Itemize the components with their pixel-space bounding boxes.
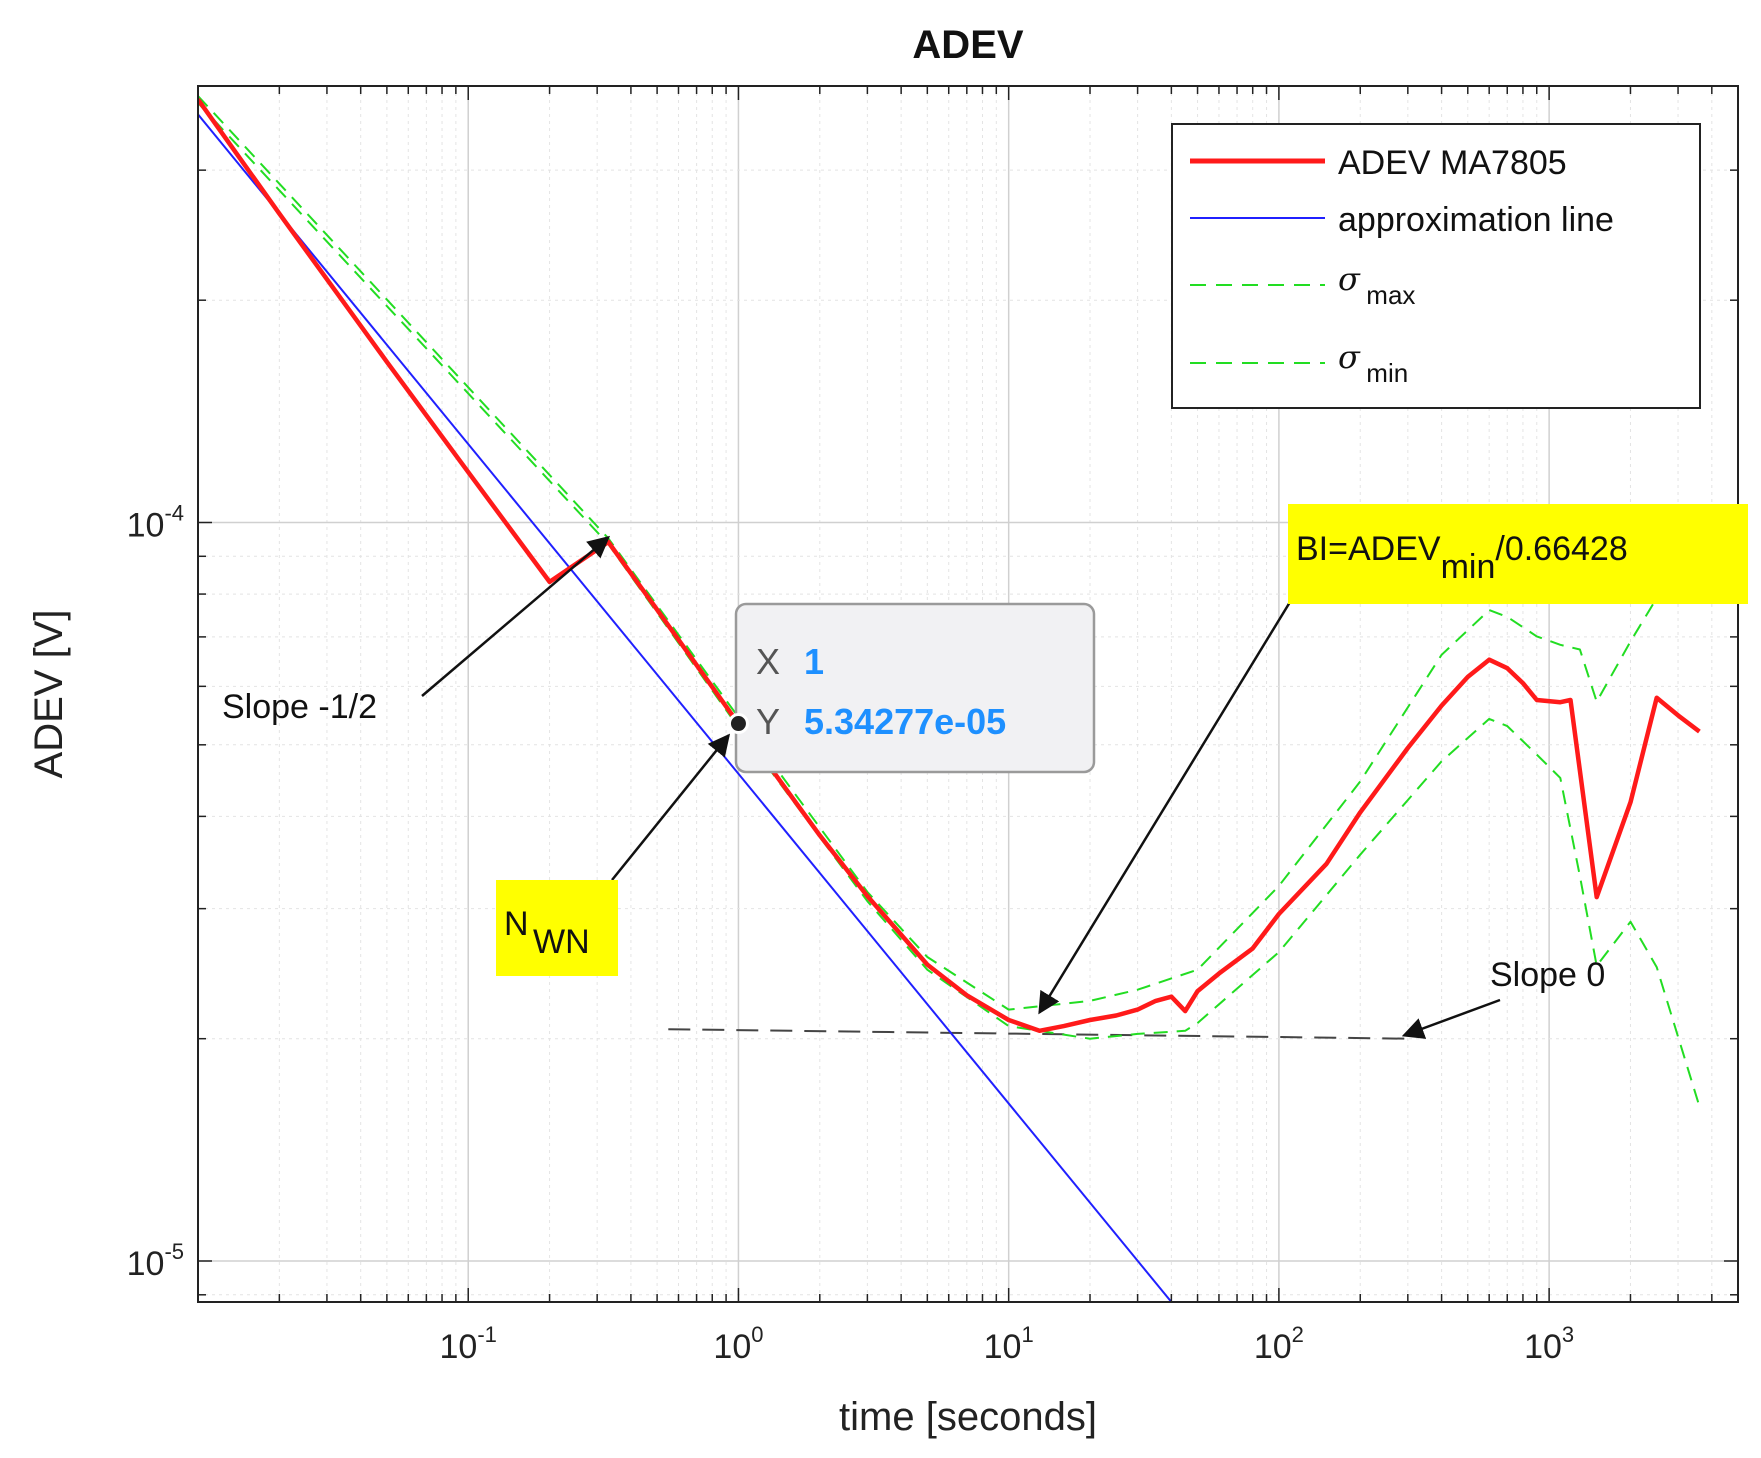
annotation-nwn-sub: WN <box>533 923 590 961</box>
annotations: Slope -1/2 N WN BI=ADEVmin/0.66428 Slope… <box>222 504 1748 1039</box>
y-tick-exponent: -5 <box>164 1239 184 1264</box>
x-tick-label: 102 <box>1254 1322 1304 1366</box>
legend-sigma-symbol: σ <box>1338 338 1361 376</box>
x-tick-exponent: 0 <box>751 1322 763 1347</box>
y-tick-exponent: -4 <box>164 501 184 526</box>
datatip-marker[interactable] <box>727 713 749 735</box>
x-tick-exponent: 3 <box>1562 1322 1574 1347</box>
legend-sigma-max-sub: max <box>1366 280 1415 310</box>
annotation-nwn-box <box>496 880 618 976</box>
x-tick-label: 10-1 <box>440 1322 497 1366</box>
annotation-nwn: N WN <box>504 905 590 961</box>
annotation-arrow-slope-half <box>421 535 611 697</box>
y-tick-label: 10-5 <box>127 1239 184 1283</box>
annotation-bi-main: BI=ADEV <box>1296 530 1441 568</box>
datatip-x-label: X <box>756 641 780 682</box>
series-line-sigma-max <box>198 95 1700 1011</box>
annotation-slope-half: Slope -1/2 <box>222 688 377 726</box>
series-line-sigma-min <box>198 102 1701 1107</box>
annotation-arrow-slope-zero <box>1401 998 1501 1039</box>
data-series <box>198 95 1701 1302</box>
x-tick-base: 10 <box>1254 1328 1292 1366</box>
datatip-x-value: 1 <box>804 641 824 682</box>
x-tick-exponent: 1 <box>1021 1322 1033 1347</box>
datatip-box[interactable] <box>734 602 1096 774</box>
annotation-nwn-main: N <box>504 905 529 943</box>
annotation-arrow-nwn <box>611 733 731 881</box>
legend-label-approximation: approximation line <box>1338 201 1614 239</box>
legend-label-sigma-min: σ min <box>1338 338 1408 388</box>
plot-frame <box>197 85 1739 1303</box>
x-tick-base: 10 <box>440 1328 478 1366</box>
x-axis-label: time [seconds] <box>839 1395 1097 1439</box>
chart-title: ADEV <box>912 23 1023 67</box>
x-tick-label: 101 <box>984 1322 1034 1366</box>
x-tick-base: 10 <box>984 1328 1022 1366</box>
annotation-bi-box <box>1288 504 1748 604</box>
y-tick-base: 10 <box>127 507 165 545</box>
x-tick-base: 10 <box>713 1328 751 1366</box>
y-tick-base: 10 <box>127 1245 165 1283</box>
legend-label-adev: ADEV MA7805 <box>1338 144 1567 182</box>
datatip-y-label: Y <box>756 701 780 742</box>
annotation-slope-zero: Slope 0 <box>1490 956 1605 994</box>
datatip-y-value: 5.34277e-05 <box>804 701 1006 742</box>
annotation-arrow-bi <box>1038 601 1292 1015</box>
series-line-slope-zero-ref <box>668 1028 1408 1040</box>
annotation-bi-sub: min <box>1441 548 1496 586</box>
x-tick-base: 10 <box>1524 1328 1562 1366</box>
legend-box <box>1171 123 1701 409</box>
y-tick-label: 10-4 <box>127 501 184 545</box>
legend-sigma-symbol: σ <box>1338 260 1361 298</box>
annotation-bi: BI=ADEVmin/0.66428 <box>1296 530 1628 586</box>
legend: ADEV MA7805 approximation line σ max σ m… <box>1171 123 1701 409</box>
y-axis-label: ADEV [V] <box>27 610 71 779</box>
series-line-approximation <box>198 113 1173 1302</box>
series-line-adev <box>198 98 1701 1034</box>
x-tick-label: 103 <box>1524 1322 1574 1366</box>
legend-label-sigma-max: σ max <box>1338 260 1415 310</box>
x-tick-label: 100 <box>713 1322 763 1366</box>
legend-sigma-min-sub: min <box>1366 358 1408 388</box>
annotation-bi-tail: /0.66428 <box>1495 530 1627 568</box>
datatip[interactable]: X 1 Y 5.34277e-05 <box>727 602 1096 774</box>
x-tick-exponent: -1 <box>477 1322 497 1347</box>
x-tick-exponent: 2 <box>1292 1322 1304 1347</box>
